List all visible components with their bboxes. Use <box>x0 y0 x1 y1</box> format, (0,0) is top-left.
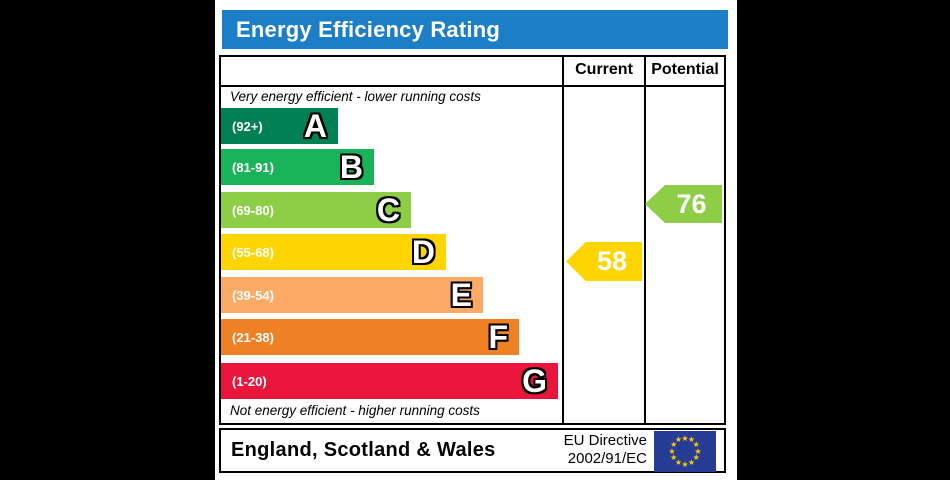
band-letter: F <box>488 319 508 355</box>
eu-directive-line1: EU Directive <box>563 432 647 449</box>
region-label: England, Scotland & Wales <box>231 439 496 461</box>
star-icon: ★ <box>692 440 700 449</box>
band-letter: C <box>376 192 400 228</box>
band-range-label: (69-80) <box>232 202 274 218</box>
band-row: (69-80) C <box>221 192 411 228</box>
band-row: (55-68) D <box>221 234 446 270</box>
band-letter: A <box>303 108 327 144</box>
band-range-label: (81-91) <box>232 159 274 175</box>
band-letter: D <box>411 234 435 270</box>
title-banner: Energy Efficiency Rating <box>222 10 728 49</box>
eu-directive-line2: 2002/91/EC <box>567 450 647 467</box>
band-row: (1-20) G <box>221 363 558 399</box>
current-column-header: Current <box>575 61 633 78</box>
potential-column-header: Potential <box>651 61 719 78</box>
star-icon: ★ <box>668 446 676 456</box>
band-letter: B <box>339 149 363 185</box>
page-title: Energy Efficiency Rating <box>236 16 500 42</box>
header-row-divider <box>219 85 726 87</box>
eu-directive-label: EU Directive 2002/91/EC <box>537 432 647 468</box>
band-range-label: (92+) <box>232 118 263 134</box>
band-range-label: (21-38) <box>232 329 274 345</box>
star-icon: ★ <box>692 453 700 462</box>
star-icon: ★ <box>670 440 678 449</box>
potential-rating-value: 76 <box>676 188 707 219</box>
band-row: (21-38) F <box>221 319 519 355</box>
star-icon: ★ <box>681 433 689 443</box>
band-range-label: (55-68) <box>232 244 274 260</box>
star-icon: ★ <box>694 446 702 456</box>
caption-very-efficient: Very energy efficient - lower running co… <box>230 89 481 104</box>
band-range-label: (1-20) <box>232 373 267 389</box>
certificate-page: Energy Efficiency Rating Current Potenti… <box>215 0 737 480</box>
band-letter: G <box>522 363 547 399</box>
current-rating-value: 58 <box>596 246 628 276</box>
star-icon: ★ <box>687 457 696 467</box>
star-icon: ★ <box>674 435 683 445</box>
star-icon: ★ <box>674 457 683 467</box>
band-row: (39-54) E <box>221 277 483 313</box>
potential-column-divider <box>644 55 646 425</box>
band-row: (92+) A <box>221 108 338 144</box>
band-letter: E <box>450 277 472 313</box>
star-icon: ★ <box>687 435 696 445</box>
footer-border <box>219 428 726 473</box>
current-rating-arrow: 58 <box>566 242 642 281</box>
star-icon: ★ <box>670 453 678 462</box>
band-range-label: (39-54) <box>232 287 274 303</box>
caption-not-efficient: Not energy efficient - higher running co… <box>230 403 480 418</box>
current-column-divider <box>562 55 564 425</box>
eu-flag-icon: ★ ★ ★ ★ ★ ★ ★ ★ ★ ★ ★ ★ <box>654 431 716 472</box>
star-icon: ★ <box>681 459 689 469</box>
band-row: (81-91) B <box>221 149 374 185</box>
